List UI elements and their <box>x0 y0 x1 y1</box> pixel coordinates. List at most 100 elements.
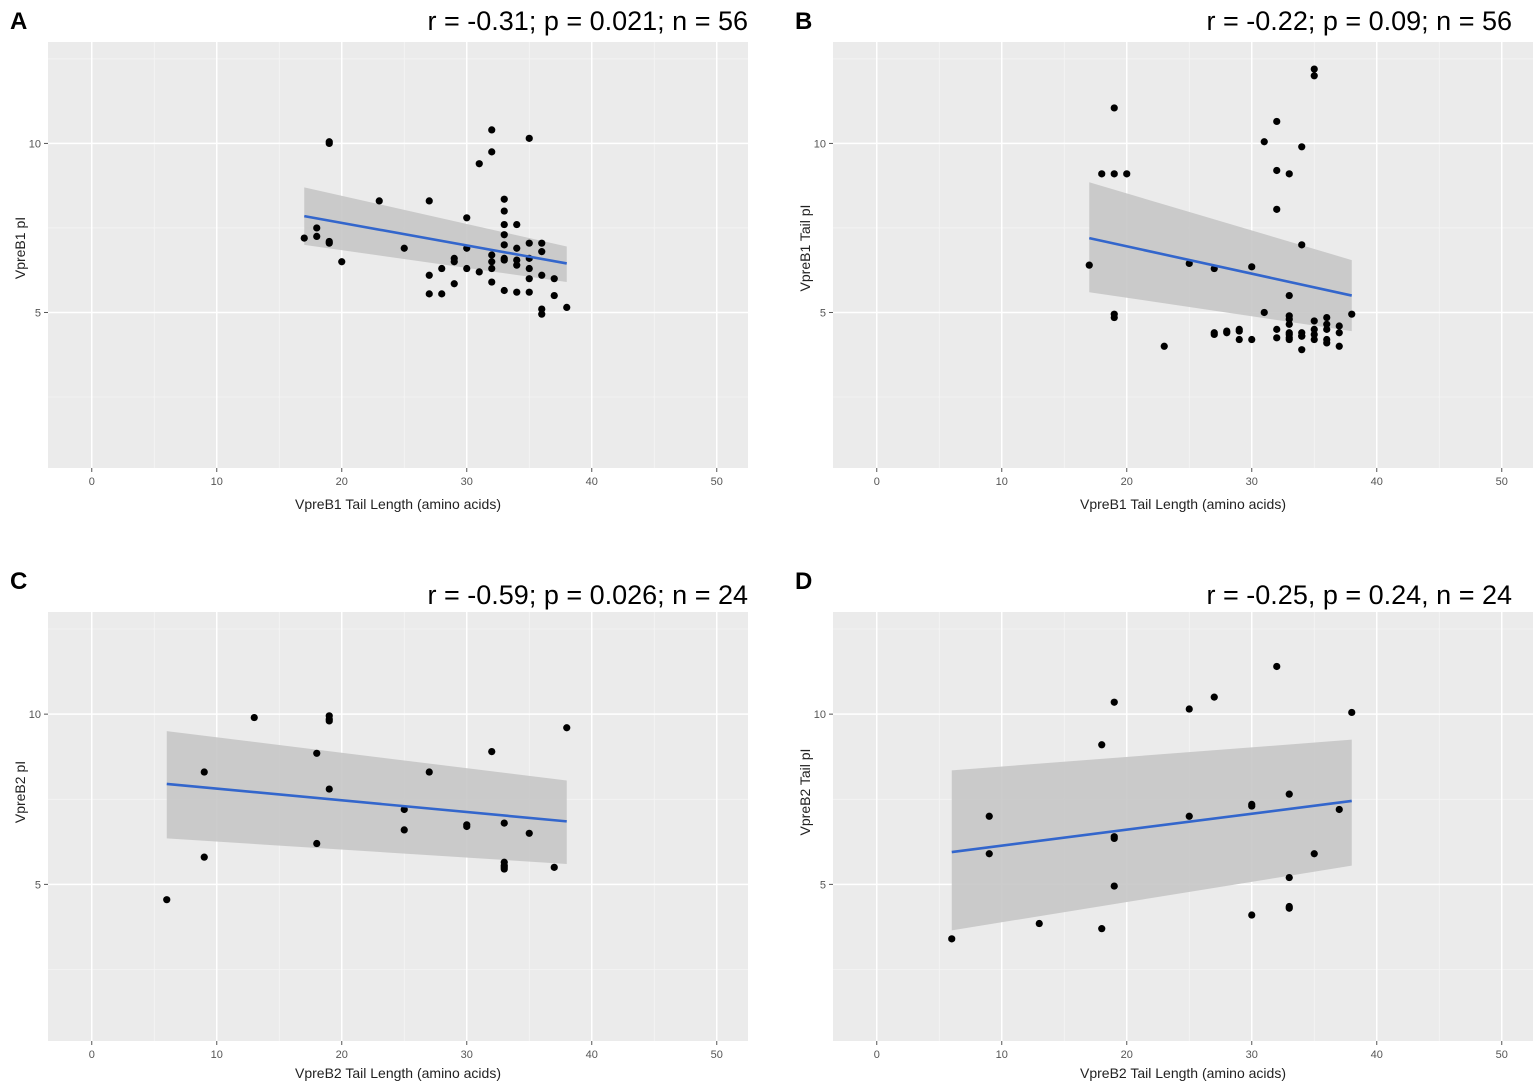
data-point <box>1123 170 1131 178</box>
data-point <box>463 264 471 273</box>
data-point <box>463 821 471 829</box>
data-point <box>1273 166 1281 175</box>
x-tick-label: 0 <box>89 1049 95 1061</box>
data-point <box>1035 919 1043 928</box>
x-tick-label: 50 <box>1496 476 1508 488</box>
data-point <box>1298 241 1306 249</box>
data-point <box>1323 335 1331 344</box>
plot-svg: 0 10 20 30 40 50 5 10 <box>814 42 1533 488</box>
x-tick-label: 30 <box>461 476 473 488</box>
data-point <box>475 268 483 276</box>
data-point <box>438 290 446 298</box>
y-tick-label: 5 <box>820 307 826 319</box>
data-point <box>1273 325 1281 333</box>
data-point <box>985 850 993 858</box>
data-point <box>1260 138 1268 146</box>
data-point <box>1273 205 1281 213</box>
data-point <box>1273 334 1281 342</box>
x-tick-label: 0 <box>874 1049 880 1061</box>
data-point <box>1110 170 1118 178</box>
data-point <box>325 138 333 146</box>
data-point <box>488 148 496 156</box>
data-point <box>325 785 333 793</box>
data-point <box>425 271 433 279</box>
data-point <box>1098 741 1106 749</box>
data-point <box>1323 313 1331 322</box>
x-tick-label: 50 <box>1496 1049 1508 1061</box>
x-tick-label: 20 <box>336 476 348 488</box>
y-tick-label: 10 <box>814 709 826 721</box>
data-point <box>1298 143 1306 151</box>
y-axis-label: VpreB2 pI <box>12 760 28 824</box>
data-point <box>488 258 496 266</box>
data-point <box>513 244 521 252</box>
data-point <box>1348 310 1356 318</box>
data-point <box>488 747 496 756</box>
data-point <box>1335 329 1343 337</box>
data-point <box>1285 790 1293 798</box>
data-point <box>250 713 258 722</box>
x-tick-label: 10 <box>996 1049 1008 1061</box>
x-tick-label: 0 <box>89 476 95 488</box>
x-tick-label: 10 <box>996 476 1008 488</box>
data-point <box>450 258 458 266</box>
data-point <box>1160 342 1168 350</box>
data-point <box>1110 882 1118 890</box>
data-point <box>525 264 533 273</box>
data-point <box>1285 320 1293 328</box>
data-point <box>538 310 546 318</box>
data-point <box>425 768 433 776</box>
data-point <box>1310 317 1318 325</box>
stats-text: r = -0.31; p = 0.021; n = 56 <box>427 6 748 36</box>
x-axis-label: VpreB1 Tail Length (amino acids) <box>295 496 501 512</box>
data-point <box>375 197 383 205</box>
panel-letter: C <box>10 568 28 595</box>
data-point <box>500 231 508 239</box>
plot-svg: 0 10 20 30 40 50 5 10 <box>29 42 748 488</box>
data-point <box>1110 698 1118 706</box>
data-point <box>1285 873 1293 882</box>
data-point <box>1185 705 1193 713</box>
data-point <box>200 853 208 861</box>
stats-text: r = -0.59; p = 0.026; n = 24 <box>427 580 748 610</box>
stats-text: r = -0.22; p = 0.09; n = 56 <box>1206 6 1512 36</box>
data-point <box>1310 335 1318 344</box>
scatter-panel-a: 0 10 20 30 40 50 5 10 A r = -0.31; p = 0.021; n… <box>0 0 768 545</box>
data-point <box>1260 308 1268 317</box>
data-point <box>550 291 558 300</box>
data-point <box>1110 313 1118 322</box>
data-point <box>1273 662 1281 671</box>
y-tick-label: 10 <box>29 138 41 150</box>
panel-letter: A <box>10 8 28 35</box>
regression-line <box>951 799 1352 854</box>
data-point <box>425 290 433 298</box>
data-point <box>163 896 171 904</box>
x-tick-label: 40 <box>1371 1049 1383 1061</box>
data-point <box>1310 325 1318 333</box>
data-point <box>1298 332 1306 340</box>
data-point <box>313 232 321 241</box>
scatter-panel-b: 0 10 20 30 40 50 5 10 B r = -0.22; p = 0.09; n … <box>785 0 1535 545</box>
x-tick-label: 0 <box>874 476 880 488</box>
regression-line <box>304 214 567 265</box>
data-point <box>1223 329 1231 337</box>
data-point <box>538 271 546 279</box>
data-point <box>500 286 508 295</box>
plot-svg: 0 10 20 30 40 50 5 10 <box>814 612 1533 1061</box>
data-point <box>1335 805 1343 814</box>
data-point <box>563 303 571 312</box>
data-point <box>1210 330 1218 339</box>
data-point <box>1298 346 1306 354</box>
x-tick-label: 30 <box>1246 476 1258 488</box>
data-point <box>525 829 533 837</box>
y-tick-label: 5 <box>820 879 826 891</box>
confidence-band <box>951 739 1352 931</box>
data-point <box>1110 104 1118 112</box>
data-point <box>513 288 521 296</box>
x-tick-label: 20 <box>1121 1049 1133 1061</box>
data-point <box>450 280 458 288</box>
x-tick-label: 50 <box>711 1049 723 1061</box>
plot-svg: 0 10 20 30 40 50 5 10 <box>29 612 748 1061</box>
x-tick-label: 40 <box>586 1049 598 1061</box>
data-point <box>538 248 546 256</box>
